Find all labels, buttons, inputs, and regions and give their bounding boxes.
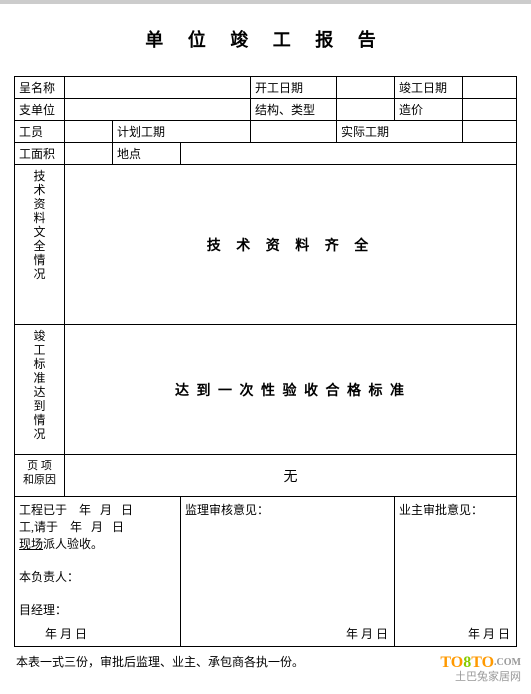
sig-mid-label: 监理审核意见： — [185, 501, 390, 518]
page-container: 单 位 竣 工 报 告 呈名称 开工日期 竣工日期 支单位 结构、类型 造价 工… — [0, 4, 531, 670]
r3-label2: 计划工期 — [113, 121, 251, 143]
row-1: 呈名称 开工日期 竣工日期 — [15, 77, 517, 99]
r2-val2 — [337, 99, 395, 121]
sl3: 现场 — [19, 537, 43, 551]
r1-label3: 竣工日期 — [395, 77, 463, 99]
tech-label: 技术资料文全情况 — [15, 165, 65, 325]
r2-val3 — [463, 99, 517, 121]
items-label: 页 项和原因 — [15, 455, 65, 497]
row-signatures: 工程已于 年 月 日 工,请于 年 月 日 现场派人验收。 本负责人： 目经理： — [15, 497, 517, 647]
row-tech: 技术资料文全情况 技 术 资 料 齐 全 — [15, 165, 517, 325]
row-4: 工面积 地点 — [15, 143, 517, 165]
sig-left-line2: 工,请于 年 月 日 — [19, 518, 176, 535]
r2-label3: 造价 — [395, 99, 463, 121]
main-table: 呈名称 开工日期 竣工日期 支单位 结构、类型 造价 工员 计划工期 实际工期 … — [14, 76, 517, 647]
r2-label2: 结构、类型 — [251, 99, 337, 121]
sig-left: 工程已于 年 月 日 工,请于 年 月 日 现场派人验收。 本负责人： 目经理： — [15, 497, 181, 647]
sl2d: 日 — [112, 520, 124, 534]
wm-com: .COM — [494, 657, 521, 668]
r1-val2 — [337, 77, 395, 99]
sig-right-date: 年 月 日 — [468, 625, 510, 642]
sl1b: 年 — [79, 503, 91, 517]
row-items: 页 项和原因 无 — [15, 455, 517, 497]
standard-content: 达 到 一 次 性 验 收 合 格 标 准 — [65, 325, 517, 455]
standard-label: 竣工标准达到情况 — [15, 325, 65, 455]
sig-left-line1: 工程已于 年 月 日 — [19, 501, 176, 518]
sl2a: 工,请于 — [19, 520, 58, 534]
row-standard: 竣工标准达到情况 达 到 一 次 性 验 收 合 格 标 准 — [15, 325, 517, 455]
sig-left-line5: 目经理： — [19, 601, 176, 618]
wm-to: TO — [440, 654, 463, 671]
sl1a: 工程已于 — [19, 503, 67, 517]
sig-left-date: 年 月 日 — [45, 625, 87, 642]
row-2: 支单位 结构、类型 造价 — [15, 99, 517, 121]
row-3: 工员 计划工期 实际工期 — [15, 121, 517, 143]
sl1d: 日 — [121, 503, 133, 517]
r4-val1 — [65, 143, 113, 165]
r1-val3 — [463, 77, 517, 99]
r1-label2: 开工日期 — [251, 77, 337, 99]
sig-right: 业主审批意见： 年 月 日 — [395, 497, 517, 647]
sl2c: 月 — [91, 520, 103, 534]
items-content: 无 — [65, 455, 517, 497]
r4-label2: 地点 — [113, 143, 181, 165]
watermark-logo: TO8TO.COM — [440, 656, 521, 670]
r2-label1: 支单位 — [15, 99, 65, 121]
r1-val1 — [65, 77, 251, 99]
tech-content: 技 术 资 料 齐 全 — [65, 165, 517, 325]
sig-right-label: 业主审批意见： — [399, 501, 512, 518]
r4-val2 — [181, 143, 517, 165]
r3-label3: 实际工期 — [337, 121, 463, 143]
r1-label1: 呈名称 — [15, 77, 65, 99]
document-title: 单 位 竣 工 报 告 — [14, 26, 517, 52]
r3-label1: 工员 — [15, 121, 65, 143]
r3-val2 — [251, 121, 337, 143]
sl3b: 派人验收。 — [43, 537, 103, 551]
sig-left-line4: 本负责人： — [19, 568, 176, 585]
r3-val1 — [65, 121, 113, 143]
watermark-text: 土巴兔家居网 — [440, 670, 521, 684]
sl1c: 月 — [100, 503, 112, 517]
wm-to2: TO — [471, 654, 494, 671]
watermark: TO8TO.COM 土巴兔家居网 — [440, 656, 521, 684]
sig-left-line3: 现场派人验收。 — [19, 535, 176, 552]
sig-mid: 监理审核意见： 年 月 日 — [181, 497, 395, 647]
sig-mid-date: 年 月 日 — [346, 625, 388, 642]
r3-val3 — [463, 121, 517, 143]
sl2b: 年 — [70, 520, 82, 534]
r2-val1 — [65, 99, 251, 121]
r4-label1: 工面积 — [15, 143, 65, 165]
